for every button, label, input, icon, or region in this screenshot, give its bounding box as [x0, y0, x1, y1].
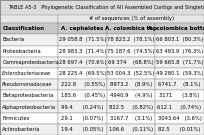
Text: 822.5     (0.82%): 822.5 (0.82%) — [109, 104, 153, 109]
Text: 69 374    (68.8%): 69 374 (68.8%) — [108, 60, 154, 65]
Text: 99.4      (0.24%): 99.4 (0.24%) — [61, 104, 104, 109]
Bar — [155, 79, 204, 90]
Bar — [107, 90, 155, 101]
Bar — [155, 124, 204, 135]
Bar — [155, 34, 204, 45]
Bar — [155, 90, 204, 101]
Text: 222.8     (0.55%): 222.8 (0.55%) — [61, 82, 105, 87]
Bar — [107, 79, 155, 90]
Bar — [0, 57, 58, 68]
Bar — [0, 113, 58, 124]
Bar — [107, 45, 155, 57]
Bar — [155, 113, 204, 124]
Bar — [0, 34, 58, 45]
Text: 53 004.3  (52.5%): 53 004.3 (52.5%) — [107, 71, 155, 76]
Text: 8973.2    (8.9%): 8973.2 (8.9%) — [110, 82, 152, 87]
Bar — [107, 57, 155, 68]
Text: 4940.9    (4.9%): 4940.9 (4.9%) — [110, 93, 152, 98]
Text: A. colombica top: A. colombica top — [105, 26, 157, 31]
Text: 19.4      (0.05%): 19.4 (0.05%) — [61, 127, 104, 132]
Text: 3171      (3.8%): 3171 (3.8%) — [159, 93, 200, 98]
Bar — [107, 124, 155, 135]
Text: 29.1      (0.07%): 29.1 (0.07%) — [61, 116, 104, 121]
Text: Bacteria: Bacteria — [2, 37, 24, 42]
Bar — [58, 57, 107, 68]
Text: Enterobacteriaceae: Enterobacteriaceae — [2, 71, 51, 76]
Text: 6741.7    (8.1%): 6741.7 (8.1%) — [158, 82, 201, 87]
Bar — [58, 113, 107, 124]
Bar — [58, 34, 107, 45]
Bar — [107, 113, 155, 124]
Text: 66 803.1  (80.3%): 66 803.1 (80.3%) — [156, 37, 203, 42]
Text: 612.1     (0.74%): 612.1 (0.74%) — [157, 104, 202, 109]
Bar — [0, 23, 58, 34]
Bar — [0, 15, 58, 23]
Text: Pseudomonadaceae: Pseudomonadaceae — [2, 82, 53, 87]
Text: 28 983.3  (71.4%): 28 983.3 (71.4%) — [59, 49, 106, 54]
Text: Proteobacteria: Proteobacteria — [2, 49, 41, 54]
Text: 185.6     (0.45%): 185.6 (0.45%) — [61, 93, 105, 98]
Text: 106.6     (0.11%): 106.6 (0.11%) — [109, 127, 153, 132]
Text: TABLE A5-3   Phylogenetic Classification of All Assembled Contigs and Singletons: TABLE A5-3 Phylogenetic Classification o… — [8, 5, 204, 10]
Text: 63 493.9  (76.3%): 63 493.9 (76.3%) — [156, 49, 203, 54]
Bar — [0, 101, 58, 113]
Bar — [107, 68, 155, 79]
Text: Betaproteobacteria: Betaproteobacteria — [2, 93, 54, 98]
Bar — [0, 0, 204, 15]
Bar — [58, 79, 107, 90]
Bar — [155, 23, 204, 34]
Bar — [155, 45, 204, 57]
Bar — [107, 34, 155, 45]
Text: Actinobacteria: Actinobacteria — [2, 127, 41, 132]
Bar — [0, 79, 58, 90]
Bar — [58, 90, 107, 101]
Bar — [155, 68, 204, 79]
Bar — [0, 45, 58, 57]
Text: Gammaproteobacteria: Gammaproteobacteria — [2, 60, 59, 65]
Bar — [155, 57, 204, 68]
Bar — [0, 124, 58, 135]
Text: A. colombica bottom: A. colombica bottom — [147, 26, 204, 31]
Text: Firmicutes: Firmicutes — [2, 116, 30, 121]
Text: 78 823.2  (78.1%): 78 823.2 (78.1%) — [107, 37, 155, 42]
Text: A. cephalotes: A. cephalotes — [61, 26, 104, 31]
Text: 29 058.8  (71.5%): 29 058.8 (71.5%) — [59, 37, 106, 42]
Text: 3167.7    (3.1%): 3167.7 (3.1%) — [110, 116, 152, 121]
Text: Alphaproteobacteria: Alphaproteobacteria — [2, 104, 57, 109]
Bar — [58, 15, 204, 23]
Text: 3043.64   (3.6%): 3043.64 (3.6%) — [157, 116, 202, 121]
Bar — [0, 68, 58, 79]
Bar — [58, 23, 107, 34]
Text: 75 187.6  (74.5%): 75 187.6 (74.5%) — [107, 49, 155, 54]
Bar — [58, 124, 107, 135]
Text: 82.5      (0.01%): 82.5 (0.01%) — [158, 127, 201, 132]
Text: 28 697.4  (70.6%): 28 697.4 (70.6%) — [59, 60, 106, 65]
Bar — [0, 90, 58, 101]
Bar — [58, 101, 107, 113]
Text: 59 665.8  (71.7%): 59 665.8 (71.7%) — [156, 60, 203, 65]
Text: 49 280.1  (59.3%): 49 280.1 (59.3%) — [156, 71, 203, 76]
Text: 28 225.4  (69.5%): 28 225.4 (69.5%) — [59, 71, 106, 76]
Bar — [107, 101, 155, 113]
Bar — [107, 23, 155, 34]
Bar — [155, 101, 204, 113]
Bar — [58, 68, 107, 79]
Text: # of sequences (% of assembly): # of sequences (% of assembly) — [89, 16, 174, 21]
Text: Classification: Classification — [2, 26, 44, 31]
Bar — [58, 45, 107, 57]
